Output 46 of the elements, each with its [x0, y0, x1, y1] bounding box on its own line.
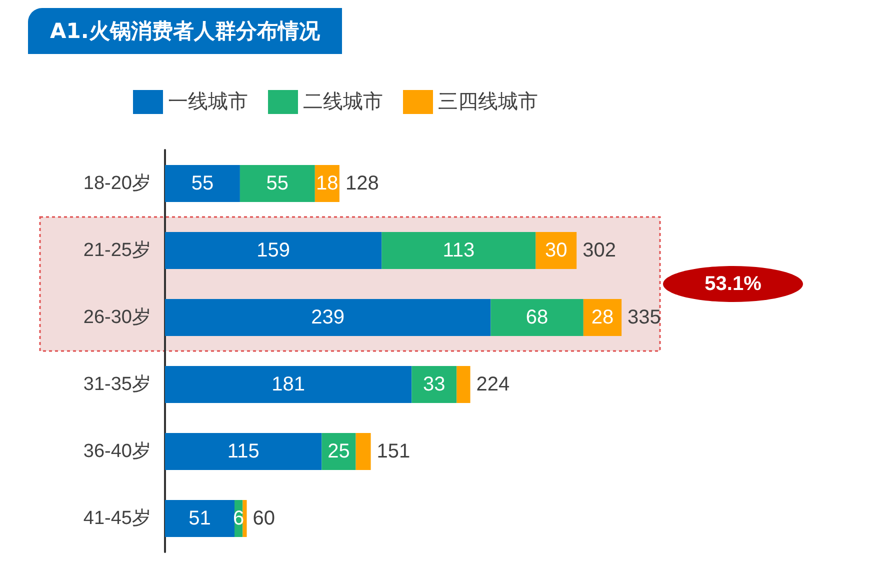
bar: [382, 232, 536, 269]
data-label: 51: [188, 508, 211, 530]
bar: [165, 500, 235, 537]
data-label: 33: [423, 374, 446, 396]
y-tick-label: 36-40岁: [83, 441, 151, 462]
bar: [165, 433, 322, 470]
y-tick-label: 18-20岁: [83, 173, 151, 194]
data-label: 159: [256, 240, 290, 262]
legend-label: 二线城市: [303, 91, 383, 113]
data-label: 113: [442, 240, 475, 262]
bar: [412, 366, 457, 403]
total-label: 60: [252, 508, 276, 530]
data-label: 18: [316, 172, 338, 194]
y-tick-label: 41-45岁: [83, 508, 151, 529]
data-label: 55: [266, 172, 289, 194]
total-label: 151: [376, 440, 410, 462]
bar: [165, 165, 240, 202]
chart-title: A1.火锅消费者人群分布情况: [28, 8, 342, 54]
total-label: 302: [582, 240, 616, 262]
legend-label: 三四线城市: [438, 91, 538, 113]
data-label: 55: [191, 172, 214, 194]
bar: [456, 366, 470, 403]
bar: [165, 366, 412, 403]
bar: [165, 299, 491, 336]
total-label: 224: [476, 374, 510, 396]
data-label: 68: [526, 306, 548, 328]
bar: [242, 500, 247, 537]
data-label: 115: [227, 440, 260, 462]
legend-label: 一线城市: [168, 91, 248, 113]
bar: [356, 433, 371, 470]
bar: [322, 433, 356, 470]
total-label: 128: [345, 172, 379, 194]
bar: [536, 232, 577, 269]
data-label: 239: [311, 306, 345, 328]
bar: [165, 232, 382, 269]
y-tick-label: 31-35岁: [83, 374, 151, 395]
total-label: 335: [628, 306, 661, 328]
bar: [240, 165, 315, 202]
data-label: 28: [591, 306, 614, 328]
y-tick-label: 26-30岁: [83, 307, 151, 328]
bar: [490, 299, 584, 336]
data-label: 181: [272, 374, 306, 396]
data-label: 30: [545, 240, 568, 262]
y-tick-label: 21-25岁: [83, 240, 151, 261]
data-label: 25: [328, 440, 350, 462]
band-label: 53.1%: [704, 273, 762, 295]
